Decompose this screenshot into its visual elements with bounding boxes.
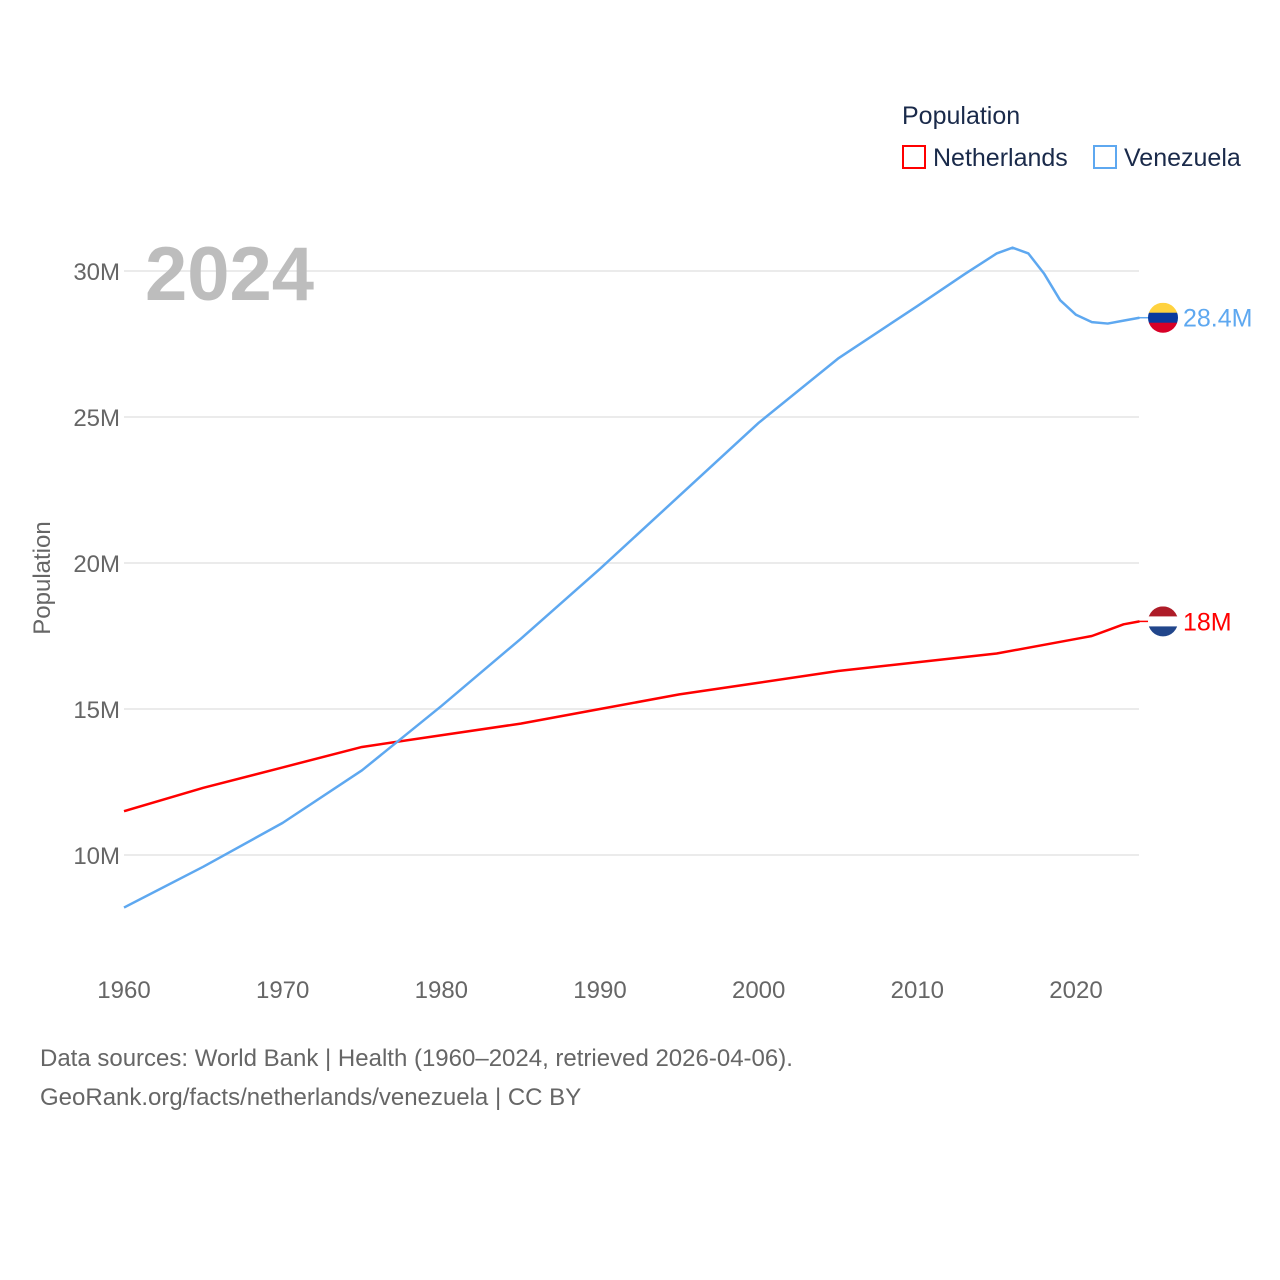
data-source-text: Data sources: World Bank | Health (1960–… (40, 1045, 793, 1072)
legend-label-netherlands[interactable]: Netherlands (933, 144, 1068, 172)
legend-label-venezuela[interactable]: Venezuela (1124, 144, 1241, 172)
x-tick-label: 2020 (1049, 977, 1102, 1004)
x-tick-label: 2010 (891, 977, 944, 1004)
series-line-venezuela (123, 246, 1140, 909)
y-tick-label: 10M (73, 843, 120, 870)
y-tick-label: 30M (73, 259, 120, 286)
end-value-label: 28.4M (1183, 305, 1252, 333)
series-line-netherlands (123, 620, 1140, 813)
y-axis-label: Population (29, 521, 56, 634)
end-value-label: 18M (1183, 608, 1232, 636)
netherlands-flag-icon (1148, 606, 1178, 637)
attribution-link[interactable]: GeoRank.org/facts/netherlands/venezuela … (40, 1084, 582, 1111)
y-tick-label: 25M (73, 405, 120, 432)
x-tick-label: 1960 (97, 977, 150, 1004)
legend-swatch-netherlands[interactable] (902, 145, 926, 169)
venezuela-flag-icon (1148, 302, 1178, 333)
legend-title: Population (902, 102, 1020, 130)
x-tick-label: 1970 (256, 977, 309, 1004)
line-chart: 10M 15M 20M 25M 30M 1960 1970 1980 1990 2000 2010… (29, 102, 1252, 1004)
legend-swatch-venezuela[interactable] (1093, 145, 1117, 169)
y-tick-label: 15M (73, 697, 120, 724)
x-tick-label: 2000 (732, 977, 785, 1004)
x-tick-label: 1990 (573, 977, 626, 1004)
y-tick-label: 20M (73, 551, 120, 578)
x-tick-label: 1980 (415, 977, 468, 1004)
year-watermark: 2024 (145, 232, 314, 317)
